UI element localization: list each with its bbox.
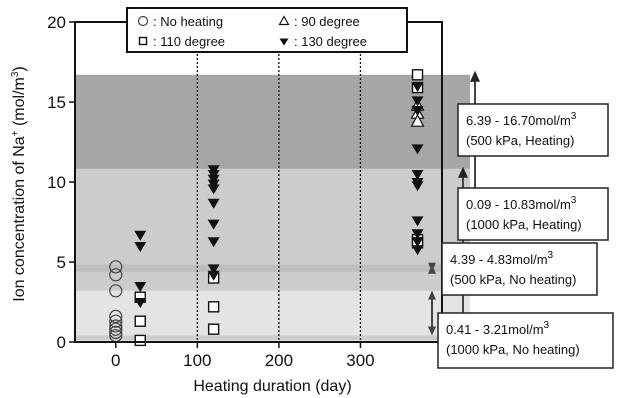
legend-label-1: : 90 degree (294, 14, 360, 29)
legend-marker-1 (278, 15, 290, 26)
x-tick-label-100: 100 (183, 351, 211, 370)
x-axis-label: Heating duration (day) (193, 378, 351, 395)
point-triangle-down-filled-9 (207, 198, 220, 209)
point-triangle-down-filled-2 (134, 282, 147, 292)
annotation-arrowhead-up-2 (428, 264, 436, 274)
x-tick-label-0: 0 (111, 351, 120, 370)
annotation-range-text-1: 0.09 - 10.83mol/m3 (466, 195, 577, 212)
y-tick-label-10: 10 (47, 173, 66, 192)
point-triangle-down-filled-10 (207, 219, 220, 230)
annotation-condition-text-2: (500 kPa, No heating) (450, 272, 576, 287)
point-triangle-down-filled-17 (411, 144, 424, 155)
annotation-range-text-2: 4.39 - 4.83mol/m3 (450, 250, 554, 267)
annotation-box-3 (437, 312, 614, 369)
legend-marker-2 (138, 36, 148, 46)
legend-box (126, 7, 408, 53)
point-circle-3 (109, 309, 123, 323)
point-triangle-down-filled-18 (411, 170, 424, 180)
point-triangle-down-filled-11 (207, 237, 220, 248)
y-axis-label: Ion concentration of Na+ (mol/m3) (10, 66, 28, 302)
point-triangle-down-filled-8 (207, 184, 220, 195)
annotation-arrowhead-up-3 (428, 290, 436, 300)
range-band-2 (75, 264, 470, 272)
point-circle-1 (109, 268, 123, 282)
point-square-open-2 (134, 334, 146, 347)
range-bands (75, 74, 470, 341)
annotation-box-2 (441, 242, 598, 296)
point-triangle-open-2 (410, 113, 425, 127)
x-tick-label-300: 300 (346, 351, 374, 370)
point-circle-5 (109, 319, 123, 333)
point-triangle-down-filled-1 (134, 242, 147, 252)
grid-lines (196, 22, 362, 342)
point-triangle-down-filled-15 (411, 96, 424, 107)
range-band-3 (75, 290, 470, 336)
point-triangle-down-filled-22 (411, 229, 424, 240)
legend-label-2: : 110 degree (153, 34, 225, 49)
point-triangle-down-filled-23 (411, 237, 424, 248)
annotation-condition-text-0: (500 kPa, Heating) (466, 133, 574, 148)
legend-marker-0 (137, 15, 149, 27)
point-triangle-down-filled-24 (411, 245, 424, 256)
point-circle-6 (109, 322, 123, 336)
legend-label-0: : No heating (153, 14, 223, 29)
legend-marker-3 (279, 38, 289, 46)
y-tick-label-0: 0 (57, 333, 66, 352)
y-tick-label-20: 20 (47, 13, 66, 32)
point-circle-7 (109, 325, 123, 339)
y-tick-label-5: 5 (57, 253, 66, 272)
point-circle-0 (109, 260, 123, 274)
legend: : No heating : 90 degree : 110 degree : 130… (126, 7, 408, 53)
point-triangle-down-filled-21 (411, 216, 424, 227)
point-circle-4 (109, 314, 123, 328)
annotations: 6.39 - 16.70mol/m3 (500 kPa, Heating) 0.09… (428, 70, 614, 369)
point-square-open-4 (207, 301, 220, 313)
point-triangle-down-filled-12 (207, 264, 220, 275)
point-triangle-down-filled-16 (411, 106, 424, 116)
point-triangle-down-filled-3 (134, 298, 147, 308)
point-triangle-down-filled-14 (411, 82, 424, 92)
point-circle-2 (109, 284, 123, 298)
legend-label-3: : 130 degree (294, 34, 367, 49)
annotation-arrowhead-up-1 (458, 166, 468, 178)
y-tick-label-15: 15 (47, 93, 66, 112)
annotation-range-text-3: 0.41 - 3.21mol/m3 (446, 320, 550, 337)
annotation-arrowhead-up-0 (470, 70, 480, 82)
point-square-open-1 (134, 315, 146, 327)
annotation-condition-text-1: (1000 kPa, Heating) (466, 217, 582, 232)
point-triangle-down-filled-13 (207, 270, 220, 281)
annotation-condition-text-3: (1000 kPa, No heating) (446, 342, 580, 357)
annotation-range-text-0: 6.39 - 16.70mol/m3 (466, 111, 577, 128)
x-tick-label-200: 200 (265, 351, 293, 370)
point-triangle-down-filled-0 (134, 230, 147, 241)
annotation-arrowhead-down-3 (428, 326, 436, 336)
point-triangle-down-filled-20 (411, 181, 424, 192)
annotation-box-1 (457, 187, 609, 241)
annotation-box-0 (457, 103, 609, 157)
data-points (109, 69, 425, 347)
point-square-open-5 (207, 323, 220, 335)
point-square-open-6 (411, 69, 424, 81)
